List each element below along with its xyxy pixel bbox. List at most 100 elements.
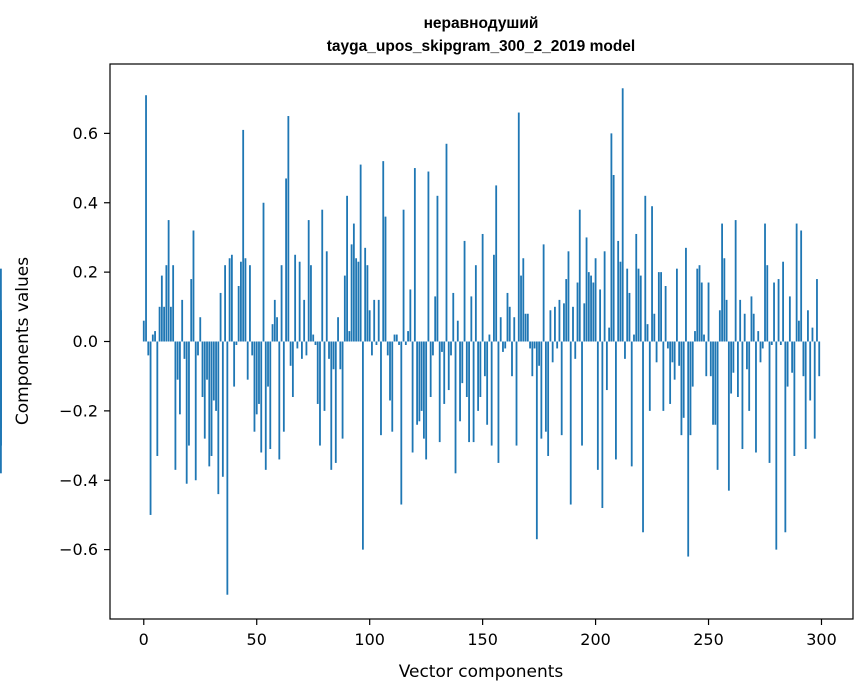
bar-component-205 [605, 341, 608, 391]
bar-component-134 [445, 143, 448, 342]
bar-component-55 [267, 341, 269, 387]
bar-component-292 [802, 341, 805, 377]
bar-component-1 [145, 95, 147, 342]
bar-component-32 [215, 341, 217, 411]
bar-component-54 [264, 341, 267, 470]
bar-component-236 [676, 268, 678, 342]
bar-component-270 [752, 313, 755, 342]
bar-component-46 [246, 341, 249, 380]
bar-component-274 [761, 341, 764, 349]
bar-component-117 [407, 331, 409, 342]
bar-component-48 [251, 341, 254, 356]
bar-component-183 [556, 341, 559, 349]
bar-component-233 [669, 341, 672, 404]
bar-component-13 [172, 265, 175, 342]
bar-component-193 [578, 209, 581, 342]
bar-component-269 [750, 296, 753, 342]
bar-component-136 [450, 341, 452, 356]
bar-component-135 [447, 341, 450, 391]
bar-component-299 [818, 341, 821, 377]
bar-component-132 [441, 341, 443, 352]
bar-component-261 [732, 341, 735, 373]
bar-component-164 [513, 317, 516, 342]
bar-component-225 [651, 206, 653, 342]
bars-group [0, 88, 821, 595]
bar-component-293 [804, 341, 807, 450]
bar-component-248 [703, 334, 705, 342]
bar-component-29 [208, 341, 211, 467]
bar-component-73 [307, 220, 310, 342]
bar-component-237 [678, 341, 681, 366]
bar-component-255 [718, 310, 721, 342]
bar-component-297 [813, 341, 816, 439]
x-tick-label: 100 [354, 630, 385, 649]
y-tick-label: −0.4 [59, 471, 98, 490]
bar-component-0 [142, 320, 145, 342]
bar-component-41 [235, 341, 238, 345]
bar-component-226 [653, 313, 656, 342]
bar-component-83 [330, 341, 333, 470]
bar-component-260 [730, 341, 733, 394]
bar-component-106 [382, 161, 385, 342]
bar-component-199 [592, 282, 595, 342]
bar-component-215 [628, 292, 631, 342]
bar-component-71 [303, 299, 306, 342]
bar-component-149 [479, 341, 482, 397]
bar-component-207 [610, 133, 613, 342]
bar-component-97 [362, 341, 364, 550]
bar-component-17 [181, 299, 184, 342]
bar-component-201 [596, 341, 599, 470]
bar-component-262 [734, 220, 737, 342]
bar-component-27 [203, 341, 206, 439]
bar-component-34 [219, 292, 222, 342]
bar-component-92 [350, 244, 353, 342]
bar-component-232 [666, 341, 669, 349]
bar-component-31 [212, 341, 215, 401]
y-axis-ticks: −0.6 −0.4 −0.2 0.0 0.2 0.4 0.6 [59, 124, 110, 559]
bar-component-267 [746, 341, 748, 370]
bar-component-70 [301, 341, 303, 359]
bar-component-114 [400, 341, 403, 505]
bar-component-191 [574, 341, 577, 359]
bar-component-143 [465, 341, 468, 397]
bar-component-133 [443, 341, 446, 404]
bar-component-6 [156, 341, 159, 456]
bar-component-166 [517, 112, 520, 342]
bar-component-14 [174, 341, 177, 470]
bar-component-173 [533, 341, 536, 349]
bar-component-217 [633, 334, 635, 342]
bar-component-286 [788, 296, 791, 342]
bar-component-284 [784, 341, 787, 533]
bar-component-214 [626, 268, 629, 342]
bar-component-140 [459, 341, 461, 422]
bar-component-19 [185, 341, 188, 484]
bar-component-252 [712, 341, 714, 425]
bar-component-38 [228, 258, 231, 342]
bar-component-239 [682, 341, 685, 418]
bar-component-125 [425, 341, 428, 460]
bar-component-90 [346, 195, 348, 342]
bar-component-120 [413, 168, 416, 342]
bar-component-273 [759, 341, 762, 363]
bar-component-129 [434, 296, 437, 342]
bar-component-81 [325, 251, 328, 342]
bar-component-79 [321, 209, 324, 342]
x-tick-label: 300 [806, 630, 837, 649]
bar-component-74 [310, 265, 312, 342]
y-tick-label: 0.4 [73, 193, 98, 212]
bar-component-245 [696, 268, 699, 342]
bar-component-268 [748, 341, 751, 411]
bar-component-104 [377, 299, 380, 342]
bar-component-67 [294, 254, 297, 342]
bar-component-28 [206, 341, 208, 380]
bar-component-278 [770, 341, 773, 345]
bar-component-95 [357, 261, 360, 342]
bar-component-115 [402, 209, 405, 342]
bar-component-154 [490, 341, 493, 446]
bar-component-155 [493, 254, 495, 342]
bar-component-105 [380, 341, 382, 436]
bar-component-72 [305, 341, 308, 356]
bar-component-78 [319, 341, 321, 446]
bar-component-52 [260, 341, 263, 453]
bar-component-137 [452, 292, 455, 342]
